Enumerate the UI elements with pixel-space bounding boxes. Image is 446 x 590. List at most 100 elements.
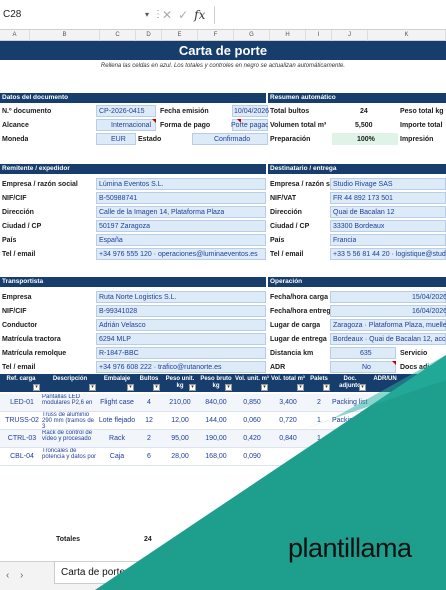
name-box[interactable]: C28 <box>3 9 22 20</box>
table-cell[interactable]: 0,090 <box>243 453 261 460</box>
table-cell[interactable]: 0,060 <box>243 417 261 424</box>
table-cell[interactable]: Caja <box>109 453 125 460</box>
delivery-place[interactable]: Bordeaux · Quai de Bacalan 12, acceso lo <box>333 336 446 343</box>
input-cell[interactable] <box>232 119 268 131</box>
input-cell[interactable] <box>96 206 266 218</box>
adr-value[interactable]: No <box>362 364 371 371</box>
table-cell[interactable] <box>270 451 306 462</box>
recipient-nif[interactable]: FR 44 892 173 501 <box>333 195 393 202</box>
input-cell[interactable] <box>96 248 266 260</box>
table-cell[interactable]: 0,720 <box>279 417 297 424</box>
chevron-left-icon[interactable]: ‹ <box>6 570 10 581</box>
doc-number[interactable]: CP-2026-0415 <box>99 108 145 115</box>
cancel-icon[interactable]: ✕ <box>162 8 173 22</box>
table-cell[interactable]: 0,840 <box>279 435 297 442</box>
table-cell[interactable]: 1 <box>317 435 321 442</box>
filter-dropdown-icon[interactable]: ▾ <box>225 384 232 391</box>
column-header[interactable]: I <box>306 30 332 41</box>
table-cell[interactable]: 12,00 <box>171 417 189 424</box>
table-cell[interactable]: Rack <box>109 435 125 442</box>
table-cell[interactable]: 0,850 <box>243 399 261 406</box>
function-icon[interactable]: fx <box>194 8 206 22</box>
table-cell[interactable]: 1 <box>317 417 321 424</box>
distance[interactable]: 635 <box>360 350 372 357</box>
column-header[interactable]: J <box>332 30 368 41</box>
sender-country[interactable]: España <box>99 237 123 244</box>
table-cell[interactable]: 168,00 <box>205 453 227 460</box>
table-cell[interactable] <box>306 451 332 462</box>
filter-dropdown-icon[interactable]: ▾ <box>33 384 40 391</box>
input-cell[interactable] <box>96 319 266 331</box>
filter-dropdown-icon[interactable]: ▾ <box>261 384 268 391</box>
table-cell[interactable]: 144,00 <box>205 417 227 424</box>
formula-input[interactable] <box>214 6 446 24</box>
table-cell[interactable] <box>332 451 368 462</box>
filter-dropdown-icon[interactable]: ▾ <box>359 384 366 391</box>
table-cell[interactable]: TRUSS-02 <box>5 417 39 424</box>
table-cell[interactable]: Pantallas LED modulares P2,6 en <box>42 394 93 406</box>
filter-dropdown-icon[interactable]: ▾ <box>297 384 304 391</box>
recipient-company[interactable]: Studio Rivage SAS <box>333 181 393 188</box>
more-icon[interactable]: ⋮ <box>153 9 163 20</box>
delivery-date[interactable]: 16/04/2026 <box>412 308 446 315</box>
chevron-right-icon[interactable]: › <box>20 570 24 581</box>
filter-dropdown-icon[interactable]: ▾ <box>127 384 134 391</box>
load-date[interactable]: 15/04/2026 <box>412 294 446 301</box>
carrier-driver[interactable]: Adrián Velasco <box>99 322 146 329</box>
column-header[interactable]: C <box>100 30 136 41</box>
column-header[interactable]: B <box>30 30 100 41</box>
table-cell[interactable]: Truss de aluminio 290 mm (tramos de 3 <box>42 412 95 430</box>
doc-status[interactable]: Confirmado <box>214 136 251 143</box>
table-cell[interactable]: Lote flejado <box>98 417 136 424</box>
filter-dropdown-icon[interactable]: ▾ <box>153 384 160 391</box>
table-cell[interactable]: 95,00 <box>171 435 189 442</box>
recipient-address[interactable]: Quai de Bacalan 12 <box>333 209 395 216</box>
table-cell[interactable]: LED-01 <box>10 399 34 406</box>
filter-dropdown-icon[interactable]: ▾ <box>189 384 196 391</box>
doc-scope[interactable]: Internacional <box>111 122 152 129</box>
table-cell[interactable]: 4 <box>147 399 151 406</box>
sender-company[interactable]: Lúmina Eventos S.L. <box>99 181 164 188</box>
input-cell[interactable] <box>96 291 266 303</box>
sender-address[interactable]: Calle de la Imagen 14, Plataforma Plaza <box>99 209 225 216</box>
carrier-nif[interactable]: B-99341028 <box>99 308 138 315</box>
table-cell[interactable]: 190,00 <box>205 435 227 442</box>
column-header[interactable]: D <box>136 30 162 41</box>
table-cell[interactable]: Ma <box>332 435 342 442</box>
carrier-company[interactable]: Ruta Norte Logistics S.L. <box>99 294 177 301</box>
sender-nif[interactable]: B-50988741 <box>99 195 138 202</box>
input-cell[interactable] <box>96 119 156 131</box>
table-cell[interactable]: 3,400 <box>279 399 297 406</box>
recipient-contact[interactable]: +33 5 56 81 44 20 · logistique@studioriv… <box>333 251 446 258</box>
table-cell[interactable]: Flight case <box>100 399 134 406</box>
input-cell[interactable] <box>96 178 266 190</box>
input-cell[interactable] <box>192 133 268 145</box>
recipient-country[interactable]: Francia <box>333 237 357 244</box>
table-cell[interactable]: CBL-04 <box>10 453 34 460</box>
input-cell[interactable] <box>96 133 136 145</box>
input-cell[interactable] <box>96 192 266 204</box>
input-cell[interactable] <box>96 333 266 345</box>
sender-city[interactable]: 50197 Zaragoza <box>99 223 150 230</box>
table-cell[interactable]: Rack de control de vídeo y procesado <box>42 430 93 442</box>
doc-date[interactable]: 10/04/2026 <box>234 108 270 115</box>
doc-currency[interactable]: EUR <box>111 136 126 143</box>
table-cell[interactable]: CTRL-03 <box>7 435 37 442</box>
carrier-tractor[interactable]: 6294 MLP <box>99 336 131 343</box>
column-header[interactable]: A <box>0 30 30 41</box>
table-cell[interactable]: 840,00 <box>205 399 227 406</box>
table-cell[interactable]: Packing list <box>332 399 368 406</box>
carrier-trailer[interactable]: R-1847-BBC <box>99 350 139 357</box>
doc-payment[interactable]: Porte pagado <box>231 122 268 129</box>
docs-value[interactable]: Pend <box>432 364 446 371</box>
column-header[interactable]: G <box>234 30 270 41</box>
column-header[interactable]: K <box>368 30 446 41</box>
input-cell[interactable] <box>96 105 156 117</box>
column-header[interactable]: H <box>270 30 306 41</box>
column-header[interactable]: E <box>162 30 198 41</box>
sender-contact[interactable]: +34 976 555 120 · operaciones@luminaeven… <box>99 251 258 258</box>
table-cell[interactable]: 6 <box>147 453 151 460</box>
table-cell[interactable]: 2 <box>317 399 321 406</box>
recipient-city[interactable]: 33300 Bordeaux <box>333 223 385 230</box>
sheet-tab-active[interactable]: Carta de porte <box>54 562 144 584</box>
